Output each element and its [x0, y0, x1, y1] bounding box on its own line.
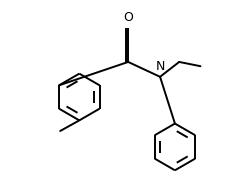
Text: O: O: [123, 11, 133, 24]
Text: N: N: [156, 60, 165, 73]
